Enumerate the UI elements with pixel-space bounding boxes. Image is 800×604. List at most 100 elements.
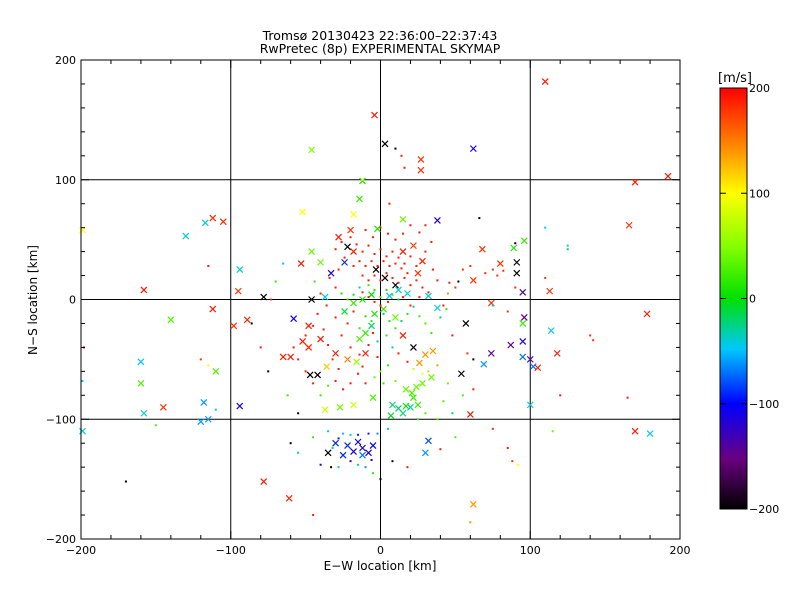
- data-point-dot: [373, 300, 376, 303]
- data-point-dot: [382, 382, 385, 385]
- data-point-dot: [415, 279, 418, 282]
- data-point-dot: [391, 460, 394, 463]
- data-point-dot: [427, 370, 430, 373]
- data-point-dot: [409, 284, 412, 287]
- data-point-dot: [397, 256, 400, 259]
- data-point-cross: [513, 269, 521, 277]
- data-point-cross: [335, 233, 342, 241]
- data-point-dot: [304, 334, 307, 337]
- data-point-dot: [424, 250, 427, 253]
- data-point-cross: [365, 449, 372, 457]
- data-point-dot: [442, 400, 445, 403]
- data-point-cross: [369, 394, 377, 402]
- data-point-cross: [359, 177, 366, 185]
- data-point-dot: [391, 293, 394, 296]
- data-point-dot: [334, 316, 337, 319]
- data-point-dot: [337, 437, 340, 440]
- data-point-dot: [466, 352, 469, 355]
- data-point-dot: [337, 268, 340, 271]
- data-point-dot: [364, 466, 367, 469]
- data-point-cross: [519, 320, 527, 327]
- data-point-dot: [400, 320, 403, 323]
- data-point-cross: [219, 218, 227, 226]
- data-point-dot: [346, 298, 349, 301]
- data-point-cross: [137, 379, 145, 387]
- data-point-dot: [357, 372, 360, 375]
- colorbar-ticks: 200 100 0 −100 −200: [720, 82, 779, 516]
- data-point-dot: [81, 379, 84, 382]
- data-point-cross: [305, 322, 313, 330]
- data-point-dot: [297, 358, 300, 361]
- data-point-dot: [312, 436, 315, 439]
- data-point-cross: [332, 439, 339, 447]
- data-point-cross: [399, 248, 407, 256]
- data-point-dot: [439, 448, 442, 451]
- data-point-dot: [358, 260, 361, 263]
- data-point-dot: [334, 248, 337, 251]
- data-point-dot: [418, 296, 421, 299]
- data-point-cross: [297, 260, 305, 267]
- data-point-dot: [448, 281, 451, 284]
- data-point-dot: [589, 334, 592, 337]
- data-point-dot: [367, 244, 370, 247]
- data-point-dot: [451, 412, 454, 415]
- data-point-dot: [514, 242, 517, 245]
- data-point-dot: [491, 427, 494, 430]
- data-point-cross: [79, 427, 86, 435]
- data-point-dot: [406, 272, 409, 275]
- data-point-dot: [327, 384, 330, 387]
- data-point-dot: [343, 256, 346, 259]
- data-point-dot: [358, 286, 361, 289]
- data-point-dot: [349, 433, 352, 436]
- data-point-dot: [367, 344, 370, 347]
- data-point-dot: [250, 322, 253, 325]
- data-point-dot: [394, 262, 397, 265]
- data-point-dot: [270, 298, 273, 301]
- data-point-dot: [566, 244, 569, 247]
- data-point-dot: [372, 472, 375, 475]
- data-point-dot: [491, 268, 494, 271]
- data-point-cross: [419, 379, 426, 387]
- data-point-dot: [313, 280, 316, 283]
- data-point-cross: [371, 111, 378, 119]
- data-point-dot: [461, 268, 464, 271]
- data-point-cross: [236, 266, 244, 273]
- data-point-dot: [592, 339, 595, 342]
- data-point-dot: [412, 367, 415, 370]
- data-point-cross: [305, 343, 313, 351]
- data-point-dot: [199, 358, 202, 361]
- data-point-cross: [167, 316, 175, 324]
- data-point-dot: [397, 281, 400, 284]
- data-point-dot: [382, 312, 385, 315]
- data-point-dot: [409, 224, 412, 227]
- data-point-cross: [308, 296, 316, 303]
- data-point-dot: [385, 334, 388, 337]
- data-point-cross: [643, 310, 651, 318]
- data-point-dot: [328, 276, 331, 279]
- data-point-dot: [544, 226, 547, 229]
- data-point-dot: [406, 466, 409, 469]
- data-point-dot: [409, 304, 412, 307]
- data-point-dot: [566, 248, 569, 251]
- data-point-dot: [506, 446, 509, 449]
- data-point-cross: [480, 360, 488, 368]
- data-point-cross: [341, 308, 348, 315]
- x-tick-label: 200: [670, 544, 691, 557]
- data-point-dot: [342, 432, 345, 435]
- colorbar-label: [m/s]: [718, 71, 752, 86]
- data-point-dot: [388, 320, 391, 323]
- data-point-cross: [457, 370, 465, 378]
- data-point-cross: [399, 332, 407, 339]
- data-point-cross: [234, 287, 242, 295]
- data-point-cross: [243, 316, 251, 324]
- data-point-dot: [403, 276, 406, 279]
- data-point-dot: [330, 466, 333, 469]
- data-point-cross: [413, 383, 420, 391]
- data-point-dot: [626, 396, 629, 399]
- data-point-dot: [436, 418, 439, 421]
- data-point-cross: [159, 403, 167, 411]
- data-point-dot: [349, 382, 352, 385]
- data-point-cross: [353, 358, 360, 366]
- data-point-dot: [391, 250, 394, 253]
